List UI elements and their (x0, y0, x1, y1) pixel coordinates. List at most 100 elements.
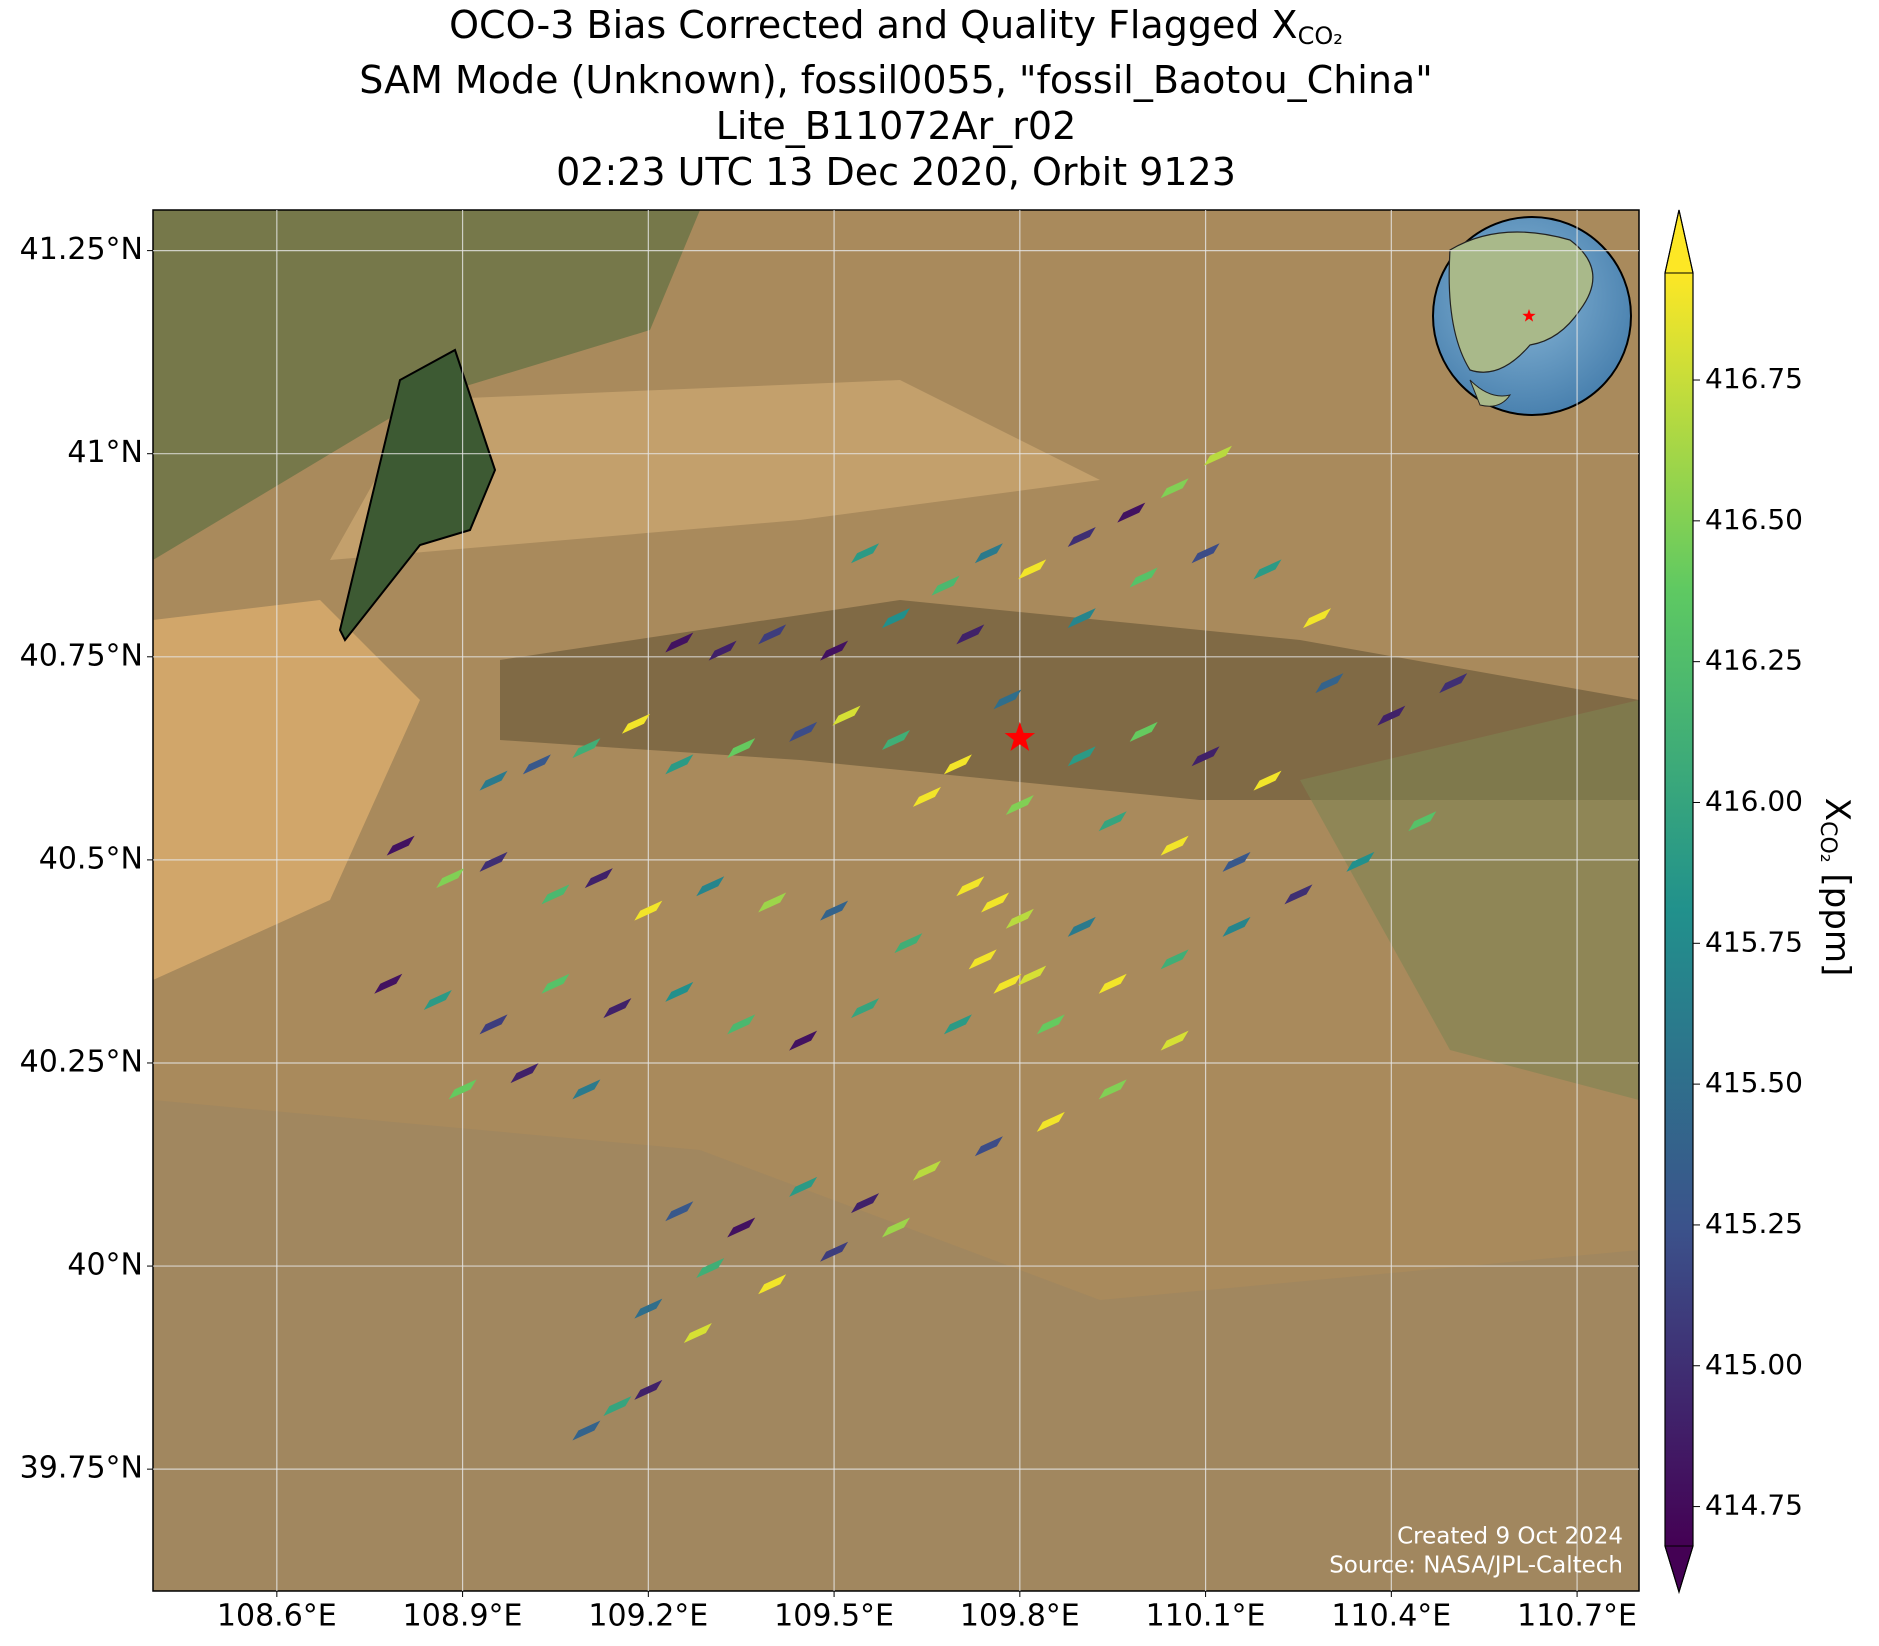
title-text: Lite_B11072Ar_r02 (716, 104, 1077, 148)
sounding (1117, 502, 1146, 523)
sounding (448, 1079, 477, 1100)
sounding (974, 1136, 1003, 1157)
sounding (820, 1241, 849, 1262)
sounding (1098, 973, 1127, 994)
sounding (696, 1258, 725, 1279)
sounding (1036, 1014, 1065, 1035)
sounding (634, 1379, 663, 1400)
sounding (1303, 608, 1332, 629)
sounding (758, 892, 787, 913)
sounding (436, 868, 465, 889)
title-line: SAM Mode (Unknown), fossil0055, "fossil_… (359, 58, 1432, 102)
sounding (789, 1030, 818, 1051)
x-tick-label: 109.2°E (588, 1599, 708, 1634)
colorbar-tick-label: 416.75 (1705, 362, 1803, 395)
sounding (912, 786, 941, 807)
sounding (1346, 851, 1375, 872)
colorbar-tick-label: 416.50 (1705, 503, 1803, 536)
sounding (541, 973, 570, 994)
sounding (1253, 559, 1282, 580)
colorbar-label-gap (1818, 863, 1858, 874)
sounding (820, 640, 849, 661)
sounding (1005, 908, 1034, 929)
sounding (665, 632, 694, 653)
sounding (1222, 916, 1251, 937)
sounding (1067, 608, 1096, 629)
sounding (1284, 884, 1313, 905)
sounding (572, 738, 601, 759)
x-tick-label: 109.5°E (774, 1599, 894, 1634)
colorbar-label-sub: CO₂ (1815, 821, 1840, 863)
sounding (851, 1193, 880, 1214)
sounding (1098, 1079, 1127, 1100)
sounding (621, 713, 650, 734)
title-subscript: CO₂ (1298, 22, 1343, 50)
title-line: Lite_B11072Ar_r02 (716, 104, 1077, 148)
sounding (510, 1063, 539, 1084)
sounding (1018, 965, 1047, 986)
sounding (1160, 835, 1189, 856)
y-tick-label: 39.75°N (20, 1451, 143, 1486)
sounding (1377, 705, 1406, 726)
sounding (1315, 673, 1344, 694)
sounding (665, 754, 694, 775)
x-tick-label: 110.7°E (1517, 1599, 1637, 1634)
sounding (541, 884, 570, 905)
x-tick-label: 109.8°E (960, 1599, 1080, 1634)
sounding (956, 876, 985, 897)
title-text: SAM Mode (Unknown), fossil0055, "fossil_… (359, 58, 1432, 102)
x-tick-label: 110.1°E (1146, 1599, 1266, 1634)
sounding (758, 624, 787, 645)
title-line: OCO-3 Bias Corrected and Quality Flagged… (449, 3, 1343, 51)
colorbar-frame (1664, 209, 1694, 1595)
sounding (386, 835, 415, 856)
y-tick-label: 40.75°N (20, 638, 143, 673)
sounding (1005, 795, 1034, 816)
title-line: 02:23 UTC 13 Dec 2020, Orbit 9123 (556, 150, 1236, 194)
title-text: OCO-3 Bias Corrected and Quality Flagged… (449, 3, 1297, 47)
sounding (981, 892, 1010, 913)
basemap (153, 210, 1639, 1591)
sounding (1439, 673, 1468, 694)
sounding (956, 624, 985, 645)
colorbar-label-unit: [ppm] (1818, 873, 1858, 976)
sounding (1160, 949, 1189, 970)
sounding (727, 1217, 756, 1238)
colorbar-label: XCO₂ [ppm] (1815, 798, 1858, 976)
sounding (882, 608, 910, 629)
sounding (708, 640, 737, 661)
colorbar-tick-label: 416.00 (1705, 784, 1803, 817)
sounding (665, 1201, 694, 1222)
sounding (851, 998, 880, 1019)
sounding (1191, 746, 1220, 767)
colorbar-tick-label: 416.25 (1705, 644, 1803, 677)
globe-target (1522, 309, 1536, 322)
colorbar (1665, 273, 1693, 1546)
sounding (1203, 445, 1232, 466)
sounding (943, 1014, 972, 1035)
y-tick-label: 40°N (67, 1248, 143, 1283)
sounding (968, 949, 997, 970)
sounding (572, 1420, 601, 1441)
sounding (1018, 559, 1047, 580)
sounding (1129, 721, 1158, 742)
y-tick-label: 40.25°N (20, 1044, 143, 1079)
sounding (894, 933, 923, 954)
sounding (634, 900, 663, 921)
sounding (931, 575, 960, 596)
footnote: Created 9 Oct 2024 (1397, 1524, 1623, 1550)
sounding (603, 1396, 632, 1417)
x-tick-label: 108.9°E (403, 1599, 523, 1634)
sounding (1191, 543, 1220, 564)
sounding (1222, 851, 1251, 872)
sounding (696, 876, 725, 897)
colorbar-label-main: X (1818, 798, 1858, 821)
sounding (912, 1160, 941, 1181)
sounding (974, 543, 1003, 564)
sounding (572, 1079, 601, 1100)
target-marker (1004, 722, 1036, 751)
sounding (727, 738, 756, 759)
sounding (423, 989, 452, 1010)
sounding (374, 973, 403, 994)
